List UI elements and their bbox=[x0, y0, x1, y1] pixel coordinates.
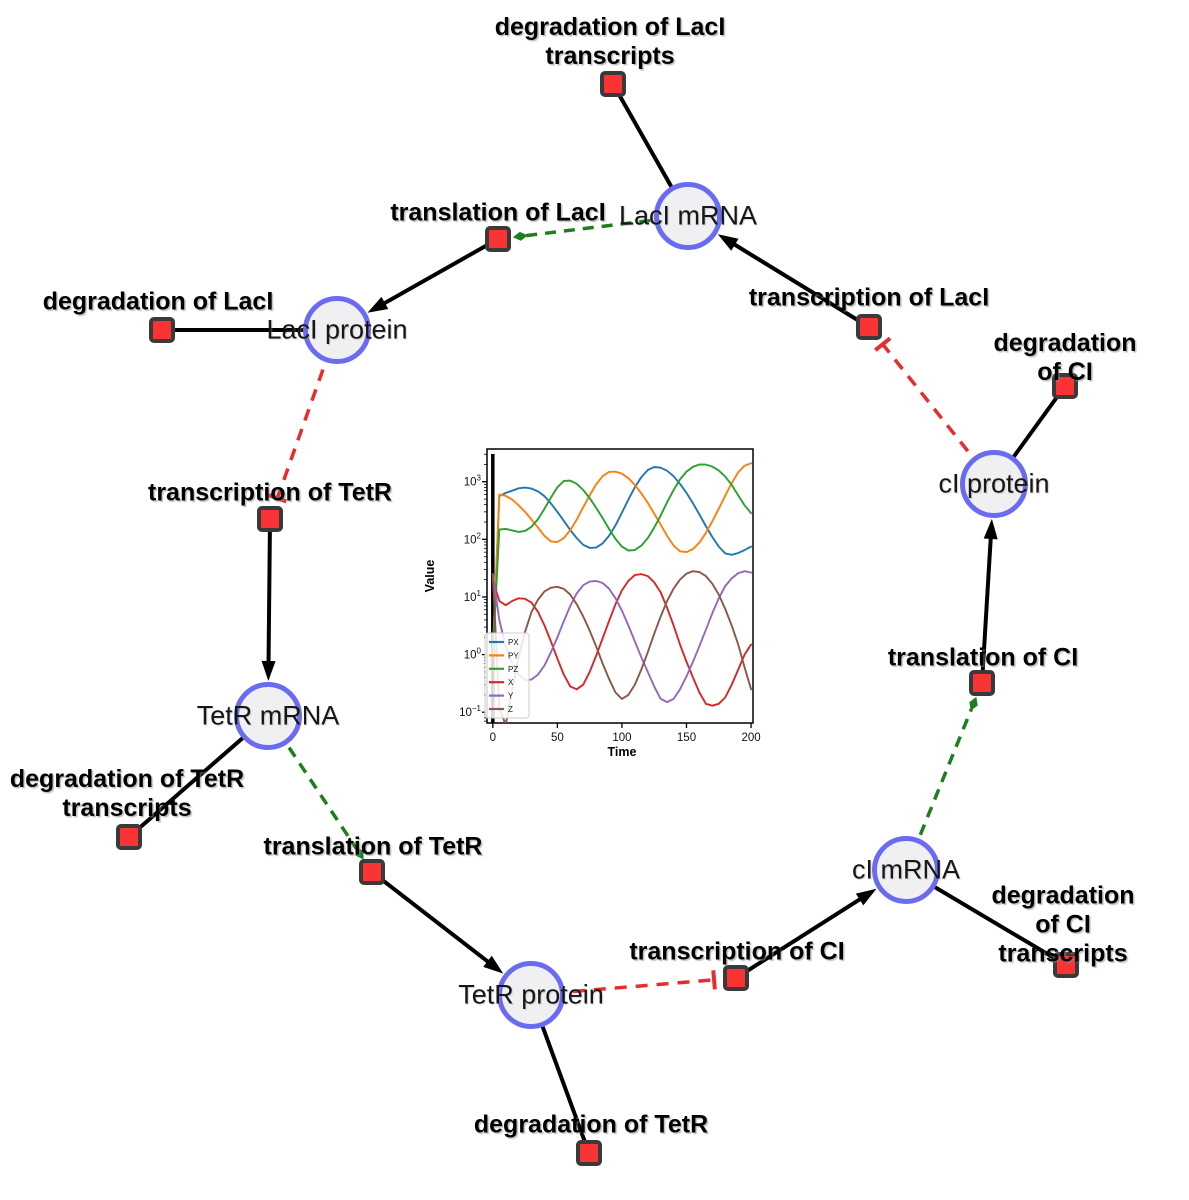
reaction-label-transcription-laci: transcription of LacI bbox=[748, 283, 990, 312]
reaction-node-transcription-tetr[interactable] bbox=[257, 506, 283, 532]
species-node-tetr-mrna[interactable] bbox=[234, 682, 302, 750]
chart-legend: PX PY PZ XYZ bbox=[484, 632, 530, 719]
x-tick-label: 0 bbox=[490, 732, 496, 744]
edge-transcription-ci-ci-mrna bbox=[734, 888, 877, 980]
product-edge-line bbox=[370, 870, 493, 966]
reaction-node-translation-ci[interactable] bbox=[969, 670, 995, 696]
x-axis-title: Time bbox=[608, 745, 637, 759]
x-tick-label: 50 bbox=[551, 732, 564, 744]
plot-border bbox=[486, 448, 754, 724]
species-node-tetr-protein[interactable] bbox=[497, 961, 565, 1029]
y-tick-label: 102 bbox=[464, 531, 482, 546]
species-node-laci-protein[interactable] bbox=[303, 296, 371, 364]
y-axis-title: Value bbox=[425, 560, 437, 593]
series-py bbox=[491, 462, 753, 656]
series-pz bbox=[491, 463, 753, 656]
y-tick-label: 103 bbox=[464, 474, 482, 489]
reaction-node-deg-tetr[interactable] bbox=[576, 1140, 602, 1166]
reaction-label-deg-tetr-tx: degradation of TetR transcripts bbox=[9, 765, 245, 822]
series-x bbox=[491, 573, 753, 707]
product-edge-line bbox=[980, 533, 993, 684]
legend-label-px: PX bbox=[508, 638, 519, 647]
reaction-node-deg-laci-tx[interactable] bbox=[600, 71, 626, 97]
reaction-node-translation-laci[interactable] bbox=[485, 226, 511, 252]
x-tick-label: 200 bbox=[741, 732, 760, 744]
reaction-node-deg-ci-tx[interactable] bbox=[1053, 952, 1079, 978]
inhibition-tee-icon bbox=[874, 336, 892, 352]
x-tick-label: 150 bbox=[677, 732, 696, 744]
reaction-label-deg-tetr: degradation of TetR bbox=[473, 1110, 709, 1139]
edge-translation-ci-ci-protein bbox=[980, 518, 998, 684]
series-px bbox=[491, 466, 753, 656]
reaction-label-deg-laci: degradation of LacI bbox=[42, 287, 274, 316]
edge-transcription-tetr-tetr-mrna bbox=[261, 518, 276, 682]
reaction-label-deg-ci: degradation of CI bbox=[993, 329, 1137, 386]
reaction-label-transcription-tetr: transcription of TetR bbox=[148, 478, 392, 507]
arrowhead-icon bbox=[717, 234, 739, 251]
legend-label-py: PY bbox=[508, 651, 519, 660]
product-edge-line bbox=[734, 895, 865, 980]
reaction-label-translation-ci: translation of CI bbox=[887, 643, 1079, 672]
reaction-label-transcription-ci: transcription of CI bbox=[629, 937, 845, 966]
reaction-node-transcription-laci[interactable] bbox=[856, 314, 882, 340]
species-label-laci-mrna: LacI mRNA bbox=[618, 200, 758, 231]
species-node-ci-protein[interactable] bbox=[960, 450, 1028, 518]
arrowhead-icon bbox=[261, 660, 276, 682]
species-label-ci-mrna: cI mRNA bbox=[852, 854, 960, 885]
species-label-ci-protein: cI protein bbox=[938, 468, 1050, 499]
y-tick-label: 101 bbox=[464, 589, 482, 604]
reaction-node-deg-laci[interactable] bbox=[149, 317, 175, 343]
arrowhead-icon bbox=[855, 888, 877, 906]
product-edge-line bbox=[266, 518, 272, 667]
inhibition-tee-icon bbox=[267, 493, 287, 504]
legend-label-x: X bbox=[508, 678, 514, 687]
timecourse-chart: 0 50 100 150 20010310210110010−1TimeValuePXP… bbox=[425, 440, 770, 770]
edge-translation-laci-laci-protein bbox=[367, 237, 499, 313]
y-tick-label: 10−1 bbox=[459, 704, 481, 719]
series-y bbox=[491, 570, 753, 704]
legend-label-z: Z bbox=[508, 705, 513, 714]
species-node-laci-mrna[interactable] bbox=[654, 182, 722, 250]
species-label-tetr-mrna: TetR mRNA bbox=[196, 700, 340, 731]
legend-label-pz: PZ bbox=[508, 665, 518, 674]
arrowhead-icon bbox=[483, 955, 504, 974]
arrowhead-icon bbox=[367, 296, 389, 313]
reaction-label-deg-ci-tx: degradation of CI transcripts bbox=[991, 881, 1135, 968]
activation-arrowhead-icon bbox=[969, 696, 978, 711]
edge-translation-tetr-tetr-protein bbox=[370, 870, 504, 974]
product-edge-line bbox=[729, 240, 871, 329]
activation-arrowhead-icon bbox=[355, 847, 364, 860]
series-z bbox=[491, 570, 753, 723]
reaction-node-translation-tetr[interactable] bbox=[359, 859, 385, 885]
y-tick-label: 100 bbox=[464, 647, 482, 662]
x-tick-label: 100 bbox=[612, 732, 631, 744]
reaction-node-transcription-ci[interactable] bbox=[723, 965, 749, 991]
reaction-label-translation-laci: translation of LacI bbox=[390, 198, 606, 227]
legend-label-y: Y bbox=[508, 692, 514, 701]
arrowhead-icon bbox=[983, 518, 998, 540]
activation-arrowhead-icon bbox=[512, 231, 528, 241]
inhibition-tee-icon bbox=[711, 970, 717, 990]
legend-box bbox=[484, 632, 530, 719]
edge-transcription-laci-laci-mrna bbox=[717, 234, 871, 329]
reaction-label-deg-laci-tx: degradation of LacI transcripts bbox=[494, 13, 726, 70]
reaction-label-translation-tetr: translation of TetR bbox=[263, 832, 483, 861]
species-node-ci-mrna[interactable] bbox=[872, 836, 940, 904]
reaction-node-deg-tetr-tx[interactable] bbox=[116, 824, 142, 850]
product-edge-line bbox=[379, 237, 499, 308]
species-label-laci-protein: LacI protein bbox=[266, 314, 408, 345]
reaction-node-deg-ci[interactable] bbox=[1052, 373, 1078, 399]
species-label-tetr-protein: TetR protein bbox=[458, 979, 604, 1010]
